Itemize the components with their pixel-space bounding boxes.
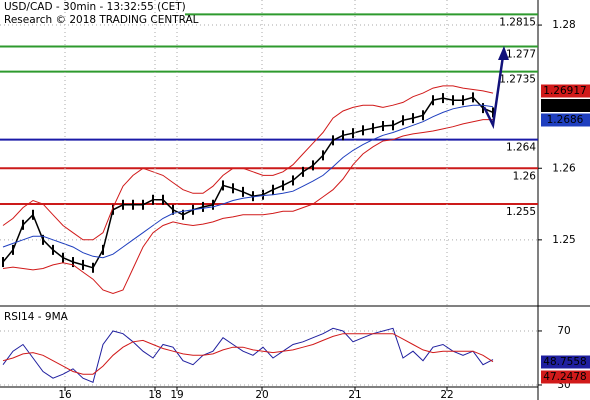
price-bar (392, 120, 394, 131)
series-line (2, 333, 494, 375)
price-bar (202, 201, 204, 212)
price-bar (132, 199, 134, 210)
x-tick-label: 20 (255, 389, 268, 400)
price-bar (412, 113, 414, 124)
price-bar (432, 95, 434, 106)
price-bar (482, 103, 484, 114)
y-tick-label: 1.28 (552, 19, 575, 31)
price-bar (112, 204, 114, 215)
price-bar (212, 199, 214, 210)
level-label: 1.264 (506, 142, 536, 154)
price-bar (302, 166, 304, 177)
forecast-arrow (482, 55, 505, 130)
value-box (541, 370, 590, 384)
price-bar (352, 128, 354, 139)
price-bar (282, 180, 284, 191)
value-box-label: 48.7558 (543, 356, 586, 368)
series-line (2, 327, 494, 383)
price-bar (142, 199, 144, 210)
price-bar (372, 123, 374, 134)
price-box-label: 1.2686 (547, 114, 584, 126)
price-bar (442, 93, 444, 104)
price-box (541, 84, 590, 98)
chart-subtitle: Research © 2018 TRADING CENTRAL (4, 14, 199, 26)
price-bar (12, 244, 14, 255)
price-bar (62, 252, 64, 263)
series-line (2, 96, 494, 269)
x-tick-label: 21 (348, 389, 361, 400)
price-bar (72, 257, 74, 268)
price-bar (102, 244, 104, 255)
price-bar (232, 183, 234, 194)
level-label: 1.2815 (499, 16, 536, 28)
price-bar (262, 189, 264, 200)
price-bar (152, 194, 154, 205)
price-bar (252, 191, 254, 202)
x-tick-label: 18 (148, 389, 161, 400)
x-tick-label: 22 (440, 389, 453, 400)
price-bar (92, 262, 94, 273)
price-bar (52, 244, 54, 255)
x-tick-label: 19 (170, 389, 183, 400)
price-box (541, 99, 590, 112)
level-label: 1.2735 (499, 74, 536, 86)
price-bar (342, 130, 344, 141)
price-bar (162, 194, 164, 205)
series-line (2, 119, 493, 295)
level-label: 1.26 (513, 170, 537, 182)
price-bar (422, 110, 424, 121)
value-box (541, 355, 590, 369)
price-bar (272, 184, 274, 195)
level-label: 1.255 (506, 206, 536, 218)
price-bar (22, 219, 24, 230)
price-box-label: 1.26917 (543, 85, 586, 97)
rsi-title: RSI14 - 9MA (4, 311, 69, 323)
price-bar (402, 115, 404, 126)
value-box-label: 47.2478 (543, 371, 586, 383)
price-bar (492, 107, 494, 118)
price-box (541, 113, 590, 127)
x-tick-label: 16 (58, 389, 72, 400)
price-bar (42, 234, 44, 245)
price-bar (362, 125, 364, 136)
price-bar (172, 204, 174, 215)
forecast-arrow-head (498, 46, 509, 60)
price-bar (332, 135, 334, 146)
price-bar (182, 209, 184, 220)
price-bar (242, 186, 244, 197)
price-bar (322, 150, 324, 161)
price-bar (2, 257, 4, 268)
series-line (2, 85, 494, 241)
chart-title: USD/CAD - 30min - 13:32:55 (CET) (4, 1, 186, 13)
y-tick-label: 1.25 (552, 234, 575, 246)
price-bar (452, 95, 454, 106)
level-label: 1.277 (506, 49, 536, 61)
price-bar (312, 160, 314, 171)
price-bar (222, 180, 224, 191)
series-line (2, 104, 494, 259)
price-bar (382, 121, 384, 132)
price-bar (462, 95, 464, 106)
price-bar (472, 92, 474, 103)
price-bar (122, 199, 124, 210)
price-box-label: 1.26878 (543, 100, 586, 112)
price-bar (32, 209, 34, 220)
price-bar (292, 175, 294, 186)
price-bar (82, 259, 84, 270)
y-tick-label: 70 (557, 325, 570, 337)
y-tick-label: 1.26 (552, 162, 576, 174)
